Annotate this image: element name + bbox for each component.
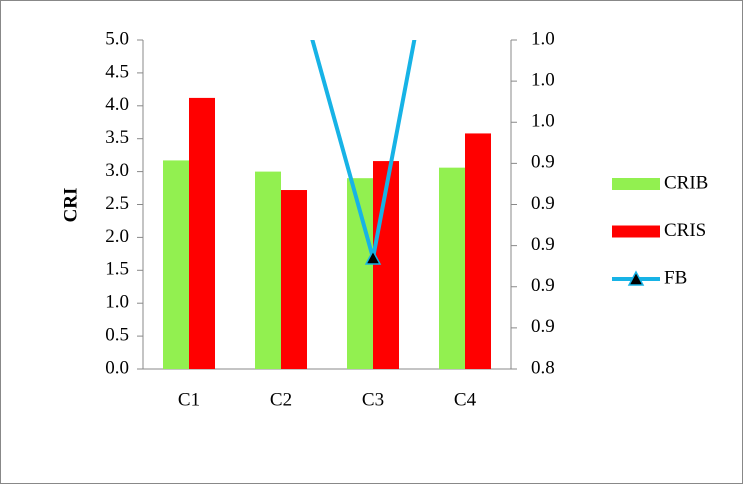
plot-clip: [310, 40, 417, 265]
y-tick-label: 3.0: [105, 160, 129, 181]
y2-tick-label: 0.9: [531, 234, 555, 255]
x-tick-label: C1: [178, 389, 200, 410]
legend-label: FB: [664, 267, 687, 288]
x-tick-label: C2: [270, 389, 292, 410]
bar: [255, 171, 281, 369]
x-tick-label: C4: [454, 389, 477, 410]
bar: [163, 160, 189, 369]
legend-label: CRIS: [664, 220, 706, 241]
y-tick-label: 3.5: [105, 127, 129, 148]
y-tick-label: 1.5: [105, 259, 129, 280]
y-tick-label: 4.5: [105, 61, 129, 82]
y-tick-label: 2.5: [105, 193, 129, 214]
bar: [465, 133, 491, 369]
legend-swatch: [612, 178, 660, 190]
y-tick-label: 2.0: [105, 226, 129, 247]
y-tick-label: 5.0: [105, 28, 129, 49]
y-tick-label: 1.0: [105, 292, 129, 313]
x-tick-label: C3: [362, 389, 384, 410]
legend-label: CRIB: [664, 172, 708, 193]
bar: [281, 190, 307, 369]
y2-tick-label: 0.9: [531, 275, 555, 296]
legend-swatch: [612, 225, 660, 238]
bar: [189, 97, 215, 370]
y2-tick-label: 1.0: [531, 28, 555, 49]
line-marker: [364, 249, 382, 265]
y-axis-title: CRI: [60, 188, 81, 223]
y2-tick-label: 1.0: [531, 111, 555, 132]
y-tick-label: 4.0: [105, 94, 129, 115]
y-tick-label: 0.5: [105, 324, 129, 345]
bar: [439, 167, 465, 369]
y2-tick-label: 0.9: [531, 316, 555, 337]
y2-tick-label: 0.9: [531, 152, 555, 173]
y-tick-label: 0.0: [105, 357, 129, 378]
legend-marker: [627, 270, 645, 286]
y2-tick-label: 0.9: [531, 193, 555, 214]
y2-tick-label: 0.8: [531, 357, 555, 378]
y2-tick-label: 1.0: [531, 69, 555, 90]
